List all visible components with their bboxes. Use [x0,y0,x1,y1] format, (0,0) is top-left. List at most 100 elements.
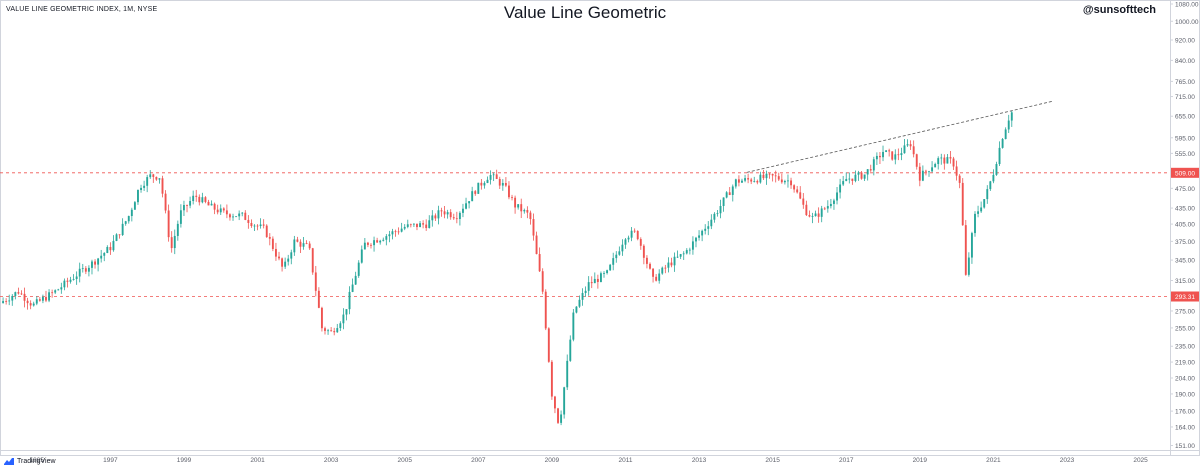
candle-body [115,234,118,241]
candle-up [584,286,587,297]
candle-up [875,152,878,166]
time-tick-label: 2013 [692,457,707,464]
candle-body [336,328,339,333]
candle-body [817,213,820,217]
candle-down [808,210,811,218]
candle-down [164,190,167,214]
candle-body [271,238,274,249]
candle-down [370,243,372,249]
candle-up [345,309,348,321]
candle-up [569,335,572,362]
candle-up [624,238,627,249]
candle-body [274,248,277,257]
candle-body [81,268,84,270]
candle-up [189,196,192,209]
candle-down [879,151,881,164]
candle-body [186,205,188,206]
candle-body [799,192,802,199]
candle-body [1007,120,1010,130]
candle-body [437,210,440,219]
candle-up [57,288,60,291]
candle-body [946,157,949,164]
time-tick-label: 2001 [250,457,265,464]
candle-body [112,240,115,251]
candle-body [320,307,323,329]
candle-up [741,178,743,183]
candle-up [284,257,287,269]
candle-down [265,224,268,238]
candle-body [66,280,69,282]
candle-up [287,254,290,266]
candle-down [823,206,826,211]
candle-up [609,263,612,272]
candle-body [535,235,538,255]
candle-body [130,209,133,217]
candle-up [713,212,716,223]
candle-down [912,140,915,158]
candle-down [66,277,69,288]
candle-up [593,272,596,284]
candle-down [514,195,517,214]
candle-body [532,219,535,236]
candle-up [124,220,127,226]
candle-body [385,236,388,240]
candle-down [443,206,446,219]
candle-up [753,176,756,183]
candle-up [462,203,464,218]
author-handle: @sunsofttech [1082,4,1156,16]
candle-body [894,154,897,160]
candle-up [32,301,35,307]
price-tick-label: 190.00 [1175,391,1195,398]
candle-up [667,257,670,273]
candle-body [563,387,566,415]
candle-up [219,204,222,215]
candle-down [333,327,336,336]
candle-body [284,261,287,267]
candle-up [612,252,615,271]
candle-body [943,157,946,164]
candle-body [204,197,207,202]
candle-body [259,224,262,227]
candle-body [734,179,737,187]
candle-up [688,247,691,255]
tradingview-branding[interactable]: TradingView [4,458,56,465]
horizontal-level-badge [1171,291,1199,302]
candle-down [5,298,8,305]
candle-up [928,170,930,177]
candle-up [446,209,449,219]
chart-title: Value Line Geometric [503,3,667,22]
candle-up [327,328,330,335]
candle-down [918,162,921,187]
candle-down [756,179,759,185]
candles [2,111,1013,426]
candle-down [961,178,964,226]
candle-up [302,237,305,250]
candle-body [823,208,826,210]
candle-down [636,230,639,241]
candle-body [839,184,842,193]
candle-body [241,212,244,214]
candle-body [793,185,796,190]
candle-body [29,303,32,306]
candle-body [572,312,575,340]
candle-up [698,230,701,241]
candle-up [468,201,471,209]
candle-up [974,211,976,237]
candle-body [232,216,234,218]
candle-down [186,204,188,213]
candle-body [986,189,989,200]
candle-body [351,284,354,292]
candle-body [124,221,127,224]
candle-body [875,155,878,160]
candle-down [544,289,547,331]
candle-up [75,271,78,285]
candle-body [538,254,541,272]
candle-down [526,206,529,219]
candle-body [737,179,740,183]
candle-down [311,247,314,275]
candle-body [814,213,817,217]
price-tick-label: 435.00 [1175,206,1195,213]
candle-up [995,161,998,176]
candle-up [734,178,737,189]
